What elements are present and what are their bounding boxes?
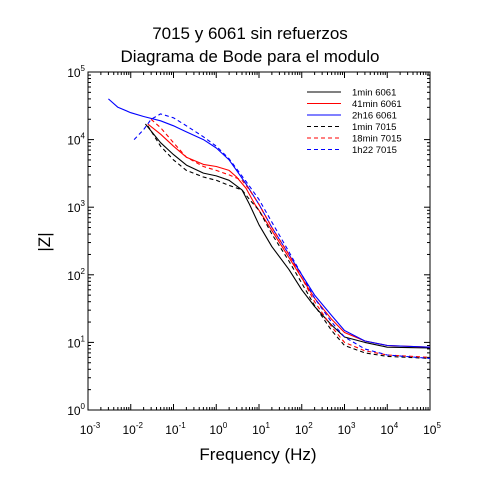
series-line (150, 118, 431, 358)
legend-label: 1min 7015 (352, 122, 396, 133)
plot-area: 10-3 10-2 10-1 100 101 102 103 104 105 100 101 102 1… (67, 64, 441, 437)
series-line (147, 125, 431, 359)
x-tick-label: 105 (423, 421, 441, 437)
chart-subtitle: Diagrama de Bode para el modulo (121, 47, 380, 66)
y-tick-label: 101 (67, 334, 85, 350)
chart-title: 7015 y 6061 sin refuerzos (152, 24, 348, 43)
x-axis-label: Frequency (Hz) (199, 445, 316, 464)
legend-label: 41min 6061 (352, 99, 402, 110)
y-tick-label: 104 (67, 132, 85, 148)
x-tick-label: 100 (209, 421, 227, 437)
y-axis-label: |Z| (35, 232, 54, 251)
legend-label: 1min 6061 (352, 88, 396, 99)
x-tick-label: 103 (338, 421, 356, 437)
y-tick-label: 103 (67, 199, 85, 215)
y-tick-label: 102 (67, 267, 85, 283)
legend-label: 18min 7015 (352, 134, 402, 145)
legend-label: 1h22 7015 (352, 145, 397, 156)
x-tick-label: 10-2 (123, 421, 144, 437)
series-line (133, 113, 431, 359)
x-tick-label: 104 (380, 421, 398, 437)
legend-label: 2h16 6061 (352, 111, 397, 122)
x-tick-label: 102 (295, 421, 313, 437)
y-tick-label: 100 (67, 402, 85, 418)
x-tick-label: 10-3 (80, 421, 101, 437)
x-tick-label: 101 (252, 421, 270, 437)
x-tick-label: 10-1 (165, 421, 186, 437)
series-line (144, 123, 431, 349)
series-line (108, 98, 431, 348)
y-tick-label: 105 (67, 64, 85, 80)
